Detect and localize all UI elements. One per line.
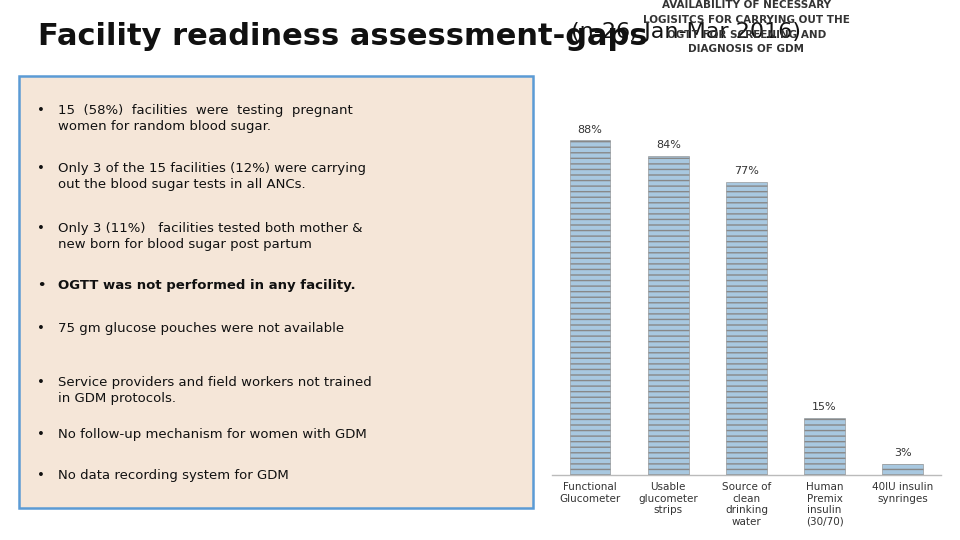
Text: 15%: 15% (812, 402, 837, 413)
Text: •: • (37, 104, 45, 117)
Text: •: • (37, 376, 45, 389)
FancyBboxPatch shape (19, 76, 533, 508)
Text: (n-26, Jan-Mar 2016): (n-26, Jan-Mar 2016) (571, 22, 802, 42)
Text: 84%: 84% (656, 140, 681, 150)
Text: 77%: 77% (734, 166, 758, 177)
Text: •: • (37, 428, 45, 441)
Bar (882, 464, 924, 475)
Text: No data recording system for GDM: No data recording system for GDM (58, 469, 288, 482)
Text: Service providers and field workers not trained
in GDM protocols.: Service providers and field workers not … (58, 376, 372, 405)
Bar (569, 140, 611, 475)
Bar (804, 418, 845, 475)
Text: •: • (37, 279, 45, 292)
Text: Only 3 of the 15 facilities (12%) were carrying
out the blood sugar tests in all: Only 3 of the 15 facilities (12%) were c… (58, 162, 366, 191)
Text: No follow-up mechanism for women with GDM: No follow-up mechanism for women with GD… (58, 428, 367, 441)
Text: 75 gm glucose pouches were not available: 75 gm glucose pouches were not available (58, 322, 344, 335)
Bar (648, 156, 688, 475)
Text: 3%: 3% (894, 448, 912, 458)
Bar (726, 182, 767, 475)
Text: Facility readiness assessment-gaps: Facility readiness assessment-gaps (38, 22, 648, 51)
Text: •: • (37, 469, 45, 482)
Text: 88%: 88% (578, 125, 603, 134)
Text: Only 3 (11%)   facilities tested both mother &
new born for blood sugar post par: Only 3 (11%) facilities tested both moth… (58, 222, 362, 252)
Text: •: • (37, 322, 45, 335)
Text: •: • (37, 162, 45, 175)
Text: AVAILABILITY OF NECESSARY
LOGISITCS FOR CARRYING OUT THE
OGTT FOR SCREENING AND
: AVAILABILITY OF NECESSARY LOGISITCS FOR … (643, 0, 850, 55)
Text: •: • (37, 222, 45, 235)
Text: OGTT was not performed in any facility.: OGTT was not performed in any facility. (58, 279, 355, 292)
Text: 15  (58%)  facilities  were  testing  pregnant
women for random blood sugar.: 15 (58%) facilities were testing pregnan… (58, 104, 352, 133)
